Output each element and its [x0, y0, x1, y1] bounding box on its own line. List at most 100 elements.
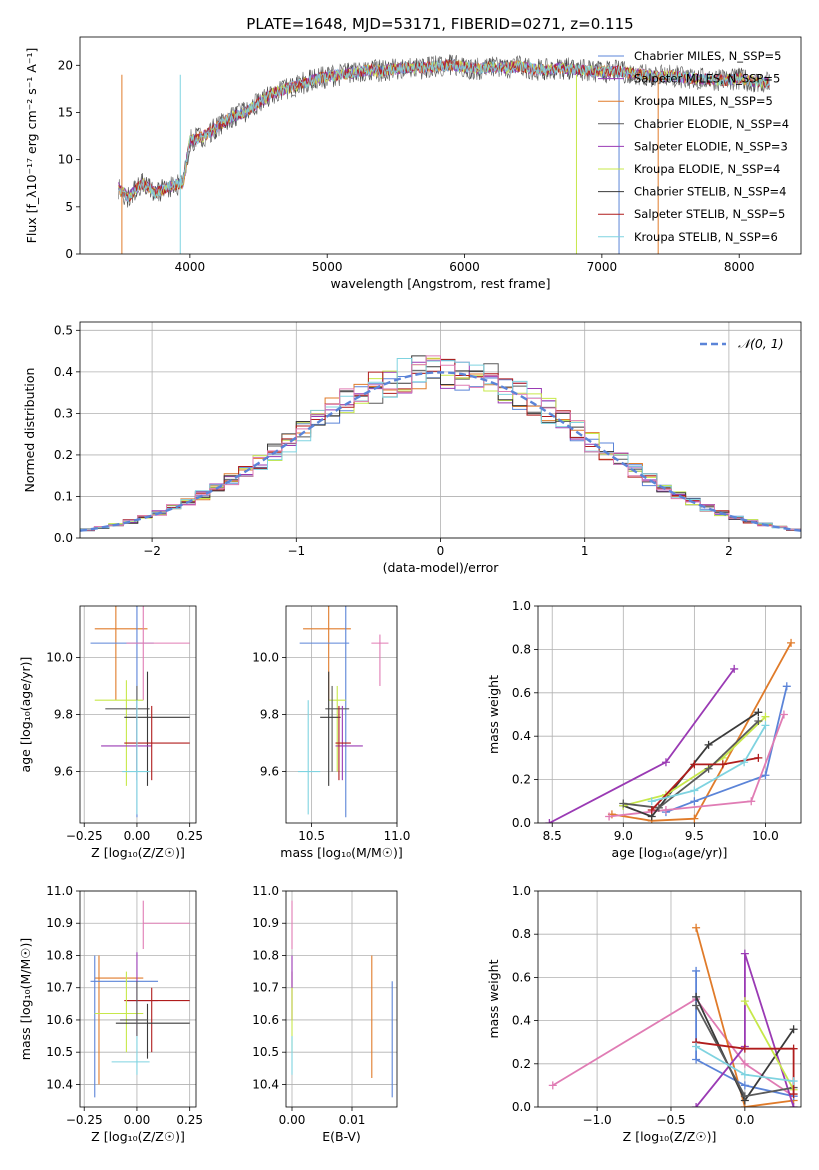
y-tick-label: 10.8 — [46, 948, 73, 962]
mass-weight-marker — [661, 805, 670, 814]
y-axis-label: Flux [f_λ10⁻¹⁷ erg cm⁻² s⁻¹ A⁻¹] — [24, 48, 39, 244]
y-tick-label: 0.8 — [512, 927, 531, 941]
y-tick-label: 0.4 — [54, 365, 73, 379]
mass-weight-marker — [754, 708, 763, 717]
mass-weight-marker — [740, 1092, 749, 1101]
y-tick-label: 0 — [65, 247, 73, 261]
mass-weight-marker — [782, 682, 791, 691]
residuals-frame — [79, 321, 802, 539]
spectrum-panel: 4000 5000 6000 7000 8000 0 5 10 15 20 wavelength [… — [24, 36, 802, 291]
mass-weight-marker — [704, 764, 713, 773]
x-tick-label: 2 — [725, 544, 733, 558]
massweight_vs_age-plot-area — [545, 638, 796, 823]
y-tick-label: 10.4 — [46, 1077, 73, 1091]
mass-weight-marker — [789, 1090, 798, 1099]
x-tick-label: 0 — [437, 544, 445, 558]
x-axis-label: E(B-V) — [322, 1129, 361, 1144]
mass-weight-marker — [647, 805, 656, 814]
y-tick-label: 0.0 — [512, 816, 531, 830]
y-tick-label: 11.0 — [252, 884, 279, 898]
spectrum-legend-label: Kroupa ELODIE, N_SSP=4 — [634, 162, 780, 176]
x-tick-label: 0.01 — [339, 1113, 366, 1127]
y-tick-label: 10.7 — [46, 981, 73, 995]
spectrum-frame — [79, 36, 802, 255]
mass-weight-marker — [740, 1044, 749, 1053]
age_vs_Z-plot-area — [90, 606, 190, 818]
mass-weight-marker — [740, 758, 749, 767]
mass-weight-line — [608, 714, 785, 818]
y-axis-label: Normed distribution — [22, 368, 37, 493]
massweight_vs_Z-plot-area — [548, 923, 798, 1107]
y-tick-label: 1.0 — [512, 599, 531, 613]
mass-weight-marker — [740, 997, 749, 1006]
mass-weight-marker — [692, 992, 701, 1001]
mass-weight-line — [695, 927, 794, 1107]
y-tick-label: 20 — [58, 58, 73, 72]
mass-weight-marker — [747, 797, 756, 806]
y-tick-label: 10 — [58, 153, 73, 167]
y-tick-label: 10.4 — [252, 1077, 279, 1091]
figure-title: PLATE=1648, MJD=53171, FIBERID=0271, z=0… — [246, 15, 633, 33]
x-tick-label: 9.5 — [685, 829, 704, 843]
x-tick-label: 10.0 — [752, 829, 779, 843]
y-axis-label: mass weight — [486, 675, 501, 754]
x-tick-label: 0.00 — [279, 1113, 306, 1127]
x-tick-label: 11.0 — [384, 829, 411, 843]
spectrum-legend-label: Salpeter STELIB, N_SSP=5 — [634, 207, 785, 221]
mass-weight-marker — [605, 812, 614, 821]
spectrum-legend-label: Salpeter MILES, N_SSP=5 — [634, 72, 780, 86]
y-tick-label: 5 — [65, 200, 73, 214]
mass-weight-line — [665, 686, 788, 813]
y-tick-label: 11.0 — [46, 884, 73, 898]
spectrum-legend-label: Chabrier STELIB, N_SSP=4 — [634, 185, 786, 199]
mass-weight-marker — [692, 1055, 701, 1064]
y-tick-label: 0.8 — [512, 642, 531, 656]
x-tick-label: 0.25 — [176, 1113, 203, 1127]
y-tick-label: 0.3 — [54, 406, 73, 420]
x-tick-label: 5000 — [312, 260, 343, 274]
y-tick-label: 10.0 — [252, 650, 279, 664]
mass-weight-line — [611, 642, 792, 822]
x-tick-label: −2 — [143, 544, 161, 558]
age_vs_mass-panel: 10.5 11.0 9.6 9.8 10.0 mass [log₁₀(M/M☉)] — [252, 605, 411, 860]
mass-weight-marker — [692, 1001, 701, 1010]
mass-weight-line — [695, 1041, 795, 1094]
age_vs_mass-plot-area — [297, 606, 389, 818]
mass-weight-marker — [789, 1044, 798, 1053]
spectrum-series-line — [118, 58, 770, 202]
mass-weight-line — [552, 997, 795, 1097]
normal-curve — [80, 371, 801, 532]
mass-weight-marker — [545, 819, 554, 823]
mass-weight-line — [695, 970, 794, 1098]
y-tick-label: 9.8 — [260, 708, 279, 722]
x-tick-label: 0.0 — [735, 1113, 754, 1127]
mass-weight-marker — [789, 1025, 798, 1034]
y-tick-label: 10.8 — [252, 948, 279, 962]
mass-weight-marker — [704, 740, 713, 749]
y-tick-label: 0.2 — [54, 448, 73, 462]
y-tick-label: 10.6 — [46, 1013, 73, 1027]
y-tick-label: 10.9 — [46, 916, 73, 930]
y-tick-label: 9.6 — [260, 765, 279, 779]
x-tick-label: 0.00 — [124, 829, 151, 843]
y-tick-label: 10.9 — [252, 916, 279, 930]
residuals-plot-area — [80, 355, 801, 532]
y-tick-label: 15 — [58, 105, 73, 119]
x-tick-label: 7000 — [587, 260, 618, 274]
spectrum-legend-label: Kroupa MILES, N_SSP=5 — [634, 94, 773, 108]
residuals-panel: −2 −1 0 1 2 0.0 0.1 0.2 0.3 0.4 0.5 (data-model)/er… — [22, 321, 802, 575]
mass-weight-marker — [789, 1077, 798, 1086]
y-tick-label: 0.0 — [54, 531, 73, 545]
x-tick-label: 8.5 — [543, 829, 562, 843]
y-tick-label: 9.6 — [54, 765, 73, 779]
mass-weight-line — [744, 1000, 795, 1091]
y-tick-label: 0.4 — [512, 729, 531, 743]
x-tick-label: 9.0 — [614, 829, 633, 843]
mass-weight-line — [651, 724, 767, 803]
y-tick-label: 0.5 — [54, 323, 73, 337]
mass-weight-marker — [754, 717, 763, 726]
mass-weight-marker — [661, 758, 670, 767]
age_vs_Z-frame — [79, 605, 197, 824]
mass-weight-marker — [690, 760, 699, 769]
